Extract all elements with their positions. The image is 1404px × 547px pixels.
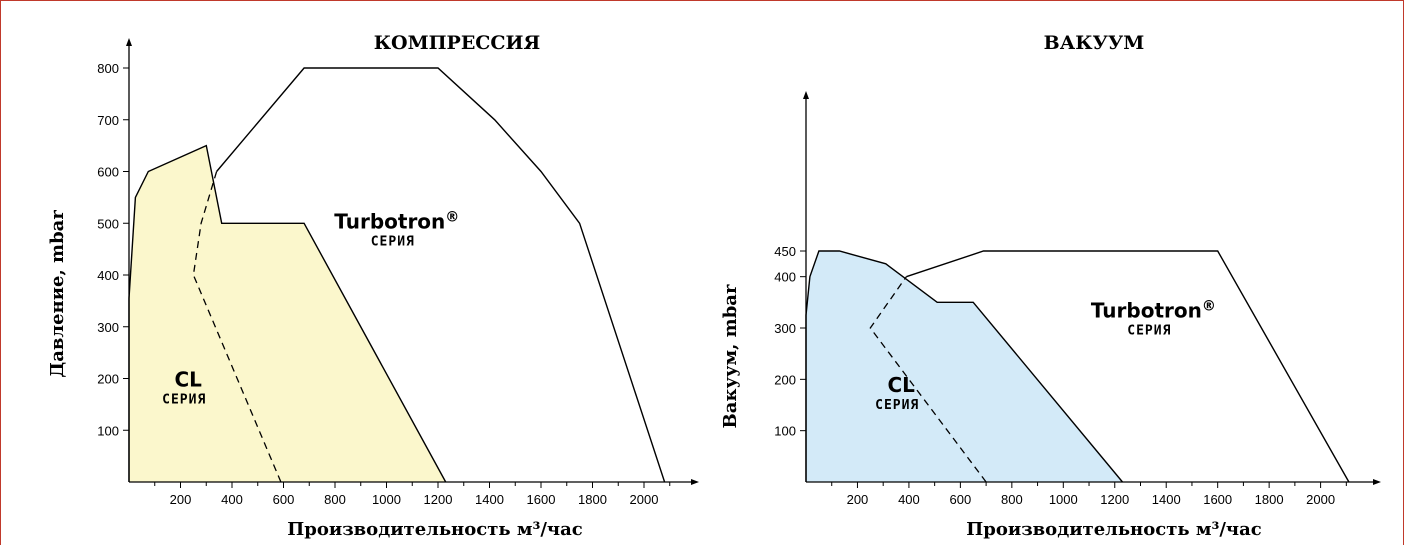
- x-tick-label: 1000: [372, 492, 401, 507]
- series-label-cl: CL: [887, 373, 915, 397]
- x-tick-label: 1800: [578, 492, 607, 507]
- y-tick-label: 700: [97, 113, 119, 128]
- x-tick-label: 600: [950, 492, 972, 507]
- chart-compression: 200 400 600 800 1000 1200 1400 1600 1800 2000 100 2…: [47, 32, 699, 540]
- chart-vacuum: 200 400 600 800 1000 1200 1400 1600 1800 2000 100 2…: [720, 32, 1381, 540]
- y-tick-label: 450: [774, 244, 796, 259]
- x-axis-arrow: [691, 479, 699, 485]
- series-sublabel: СЕРИЯ: [1127, 324, 1171, 339]
- x-axis-arrow: [1373, 479, 1381, 485]
- series-area-turbotron: [906, 250, 1350, 483]
- series-sublabel: СЕРИЯ: [371, 234, 415, 249]
- registered-mark: ®: [1202, 299, 1216, 315]
- series-area-cl: [128, 144, 447, 483]
- series-sublabel: СЕРИЯ: [875, 398, 919, 413]
- x-tick-label: 1200: [1100, 492, 1129, 507]
- registered-mark: ®: [445, 209, 459, 225]
- y-tick-label: 600: [97, 165, 119, 180]
- y-axis-arrow: [126, 38, 132, 46]
- y-tick-label: 500: [97, 216, 119, 231]
- x-tick-label: 200: [170, 492, 192, 507]
- y-tick-label: 100: [774, 424, 796, 439]
- y-tick-label: 200: [774, 372, 796, 387]
- series-area-turbotron: [216, 67, 666, 483]
- x-tick-label: 800: [324, 492, 346, 507]
- x-tick-label: 1200: [424, 492, 453, 507]
- y-tick-label: 300: [774, 321, 796, 336]
- y-tick-label: 300: [97, 320, 119, 335]
- x-tick-label: 200: [847, 492, 869, 507]
- dashed-boundary: [192, 171, 282, 483]
- y-tick-label: 100: [97, 423, 119, 438]
- series-area-cl: [805, 250, 1124, 483]
- y-tick-label: 200: [97, 372, 119, 387]
- x-tick-label: 1400: [1152, 492, 1181, 507]
- x-tick-label: 2000: [630, 492, 659, 507]
- y-tick-label: 400: [97, 268, 119, 283]
- series-label-turbotron: Turbotron®: [1091, 299, 1216, 323]
- y-tick-label: 800: [97, 61, 119, 76]
- y-axis-label: Давление, mbar: [47, 210, 68, 378]
- dashed-boundary: [869, 276, 987, 483]
- y-tick-label: 400: [774, 270, 796, 285]
- x-tick-label: 800: [1001, 492, 1023, 507]
- x-tick-label: 2000: [1306, 492, 1335, 507]
- x-tick-label: 1600: [1203, 492, 1232, 507]
- series-label-cl: CL: [175, 367, 203, 391]
- x-tick-label: 400: [898, 492, 920, 507]
- series-sublabel: СЕРИЯ: [162, 392, 206, 407]
- x-tick-label: 1800: [1255, 492, 1284, 507]
- y-axis-label: Вакуум, mbar: [720, 284, 741, 428]
- series-label-turbotron: Turbotron®: [334, 209, 459, 233]
- x-tick-label: 1000: [1049, 492, 1078, 507]
- x-tick-label: 600: [273, 492, 295, 507]
- x-tick-label: 1400: [475, 492, 504, 507]
- x-axis-label: Производительность м³/час: [287, 519, 583, 540]
- x-axis-label: Производительность м³/час: [966, 519, 1262, 540]
- chart-title: ВАКУУМ: [1044, 32, 1145, 54]
- x-tick-label: 1600: [527, 492, 556, 507]
- chart-title: КОМПРЕССИЯ: [374, 32, 541, 54]
- x-tick-label: 400: [221, 492, 243, 507]
- y-axis-arrow: [803, 91, 809, 99]
